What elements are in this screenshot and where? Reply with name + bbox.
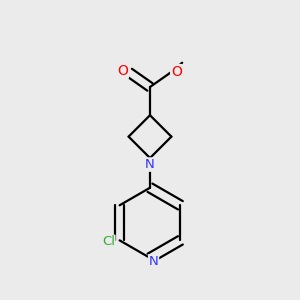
Text: O: O bbox=[117, 64, 128, 78]
Text: O: O bbox=[171, 65, 182, 79]
Text: Cl: Cl bbox=[102, 235, 115, 248]
Text: N: N bbox=[145, 158, 155, 171]
Text: N: N bbox=[149, 255, 158, 268]
